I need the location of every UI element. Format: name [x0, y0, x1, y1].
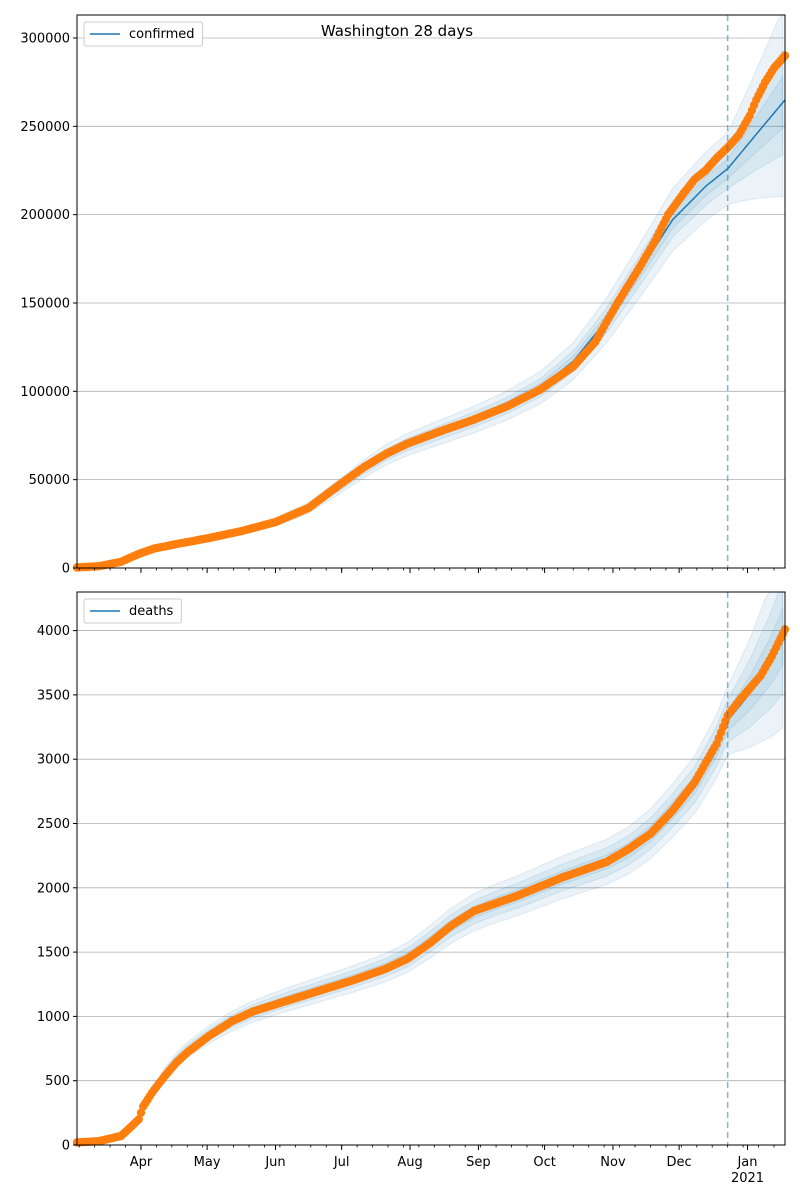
uncertainty-band: [76, 74, 784, 568]
deaths-panel: 0 500 1000 1500 2000 2500 3000 3500 4000 Apr May J…: [37, 591, 790, 1186]
deaths-legend-box: [83, 598, 182, 624]
confirmed-x-axis: [78, 568, 775, 573]
y-tick-label: 200000: [20, 208, 70, 223]
y-tick-label: 0: [62, 562, 70, 577]
x-tick-label: Dec: [667, 1155, 692, 1170]
deaths-legend-label: deaths: [129, 604, 174, 619]
confirmed-panel: 0 50000 100000 150000 200000 250000 300000 Was…: [20, 13, 790, 577]
deaths-grid: [77, 630, 785, 1146]
y-tick-label: 4000: [37, 624, 70, 639]
observed-point: [134, 1115, 143, 1124]
y-tick-label: 2500: [37, 817, 70, 832]
y-tick-label: 50000: [29, 473, 70, 488]
deaths-observed-points: [72, 625, 790, 1147]
confirmed-grid: [77, 37, 785, 569]
confirmed-legend-label: confirmed: [129, 27, 195, 42]
y-tick-label: 500: [45, 1074, 70, 1089]
y-tick-label: 3000: [37, 753, 70, 768]
y-tick-label: 2000: [37, 881, 70, 896]
x-tick-label: Apr: [130, 1155, 153, 1170]
uncertainty-band: [76, 13, 784, 569]
uncertainty-band: [76, 591, 784, 1144]
chart-title: Washington 28 days: [321, 22, 473, 40]
deaths-fit-line: [76, 631, 786, 1144]
confirmed-y-axis: 0 50000 100000 150000 200000 250000 300000: [20, 31, 77, 577]
x-tick-label: Nov: [600, 1155, 626, 1170]
confirmed-axes-frame: [76, 14, 786, 569]
y-tick-label: 150000: [20, 296, 70, 311]
x-tick-sublabel: 2021: [731, 1171, 764, 1186]
y-tick-label: 1000: [37, 1010, 70, 1025]
y-tick-label: 250000: [20, 120, 70, 135]
y-tick-label: 0: [62, 1139, 70, 1154]
y-tick-label: 1500: [37, 946, 70, 961]
x-tick-label: Oct: [533, 1155, 555, 1170]
deaths-axes-frame: [76, 591, 786, 1146]
x-tick-label: Sep: [466, 1155, 491, 1170]
confirmed-uncertainty-bands: [76, 13, 784, 569]
y-tick-label: 300000: [20, 31, 70, 46]
confirmed-observed-points: [72, 51, 790, 572]
x-tick-label: May: [194, 1155, 221, 1170]
confirmed-legend: confirmed: [83, 21, 204, 47]
x-tick-label: Jun: [264, 1155, 285, 1170]
x-tick-label: Jan: [736, 1155, 757, 1170]
uncertainty-band: [76, 49, 784, 569]
uncertainty-band: [76, 607, 784, 1144]
observed-point: [136, 1108, 146, 1118]
deaths-legend: deaths: [83, 598, 182, 624]
confirmed-fit-line: [76, 99, 786, 569]
confirmed-legend-box: [83, 21, 204, 47]
y-tick-label: 3500: [37, 688, 70, 703]
uncertainty-band: [76, 591, 784, 1144]
y-tick-label: 100000: [20, 385, 70, 400]
x-tick-label: Aug: [397, 1155, 422, 1170]
deaths-y-axis: 0 500 1000 1500 2000 2500 3000 3500 4000: [37, 624, 77, 1154]
x-tick-label: Jul: [333, 1155, 350, 1170]
